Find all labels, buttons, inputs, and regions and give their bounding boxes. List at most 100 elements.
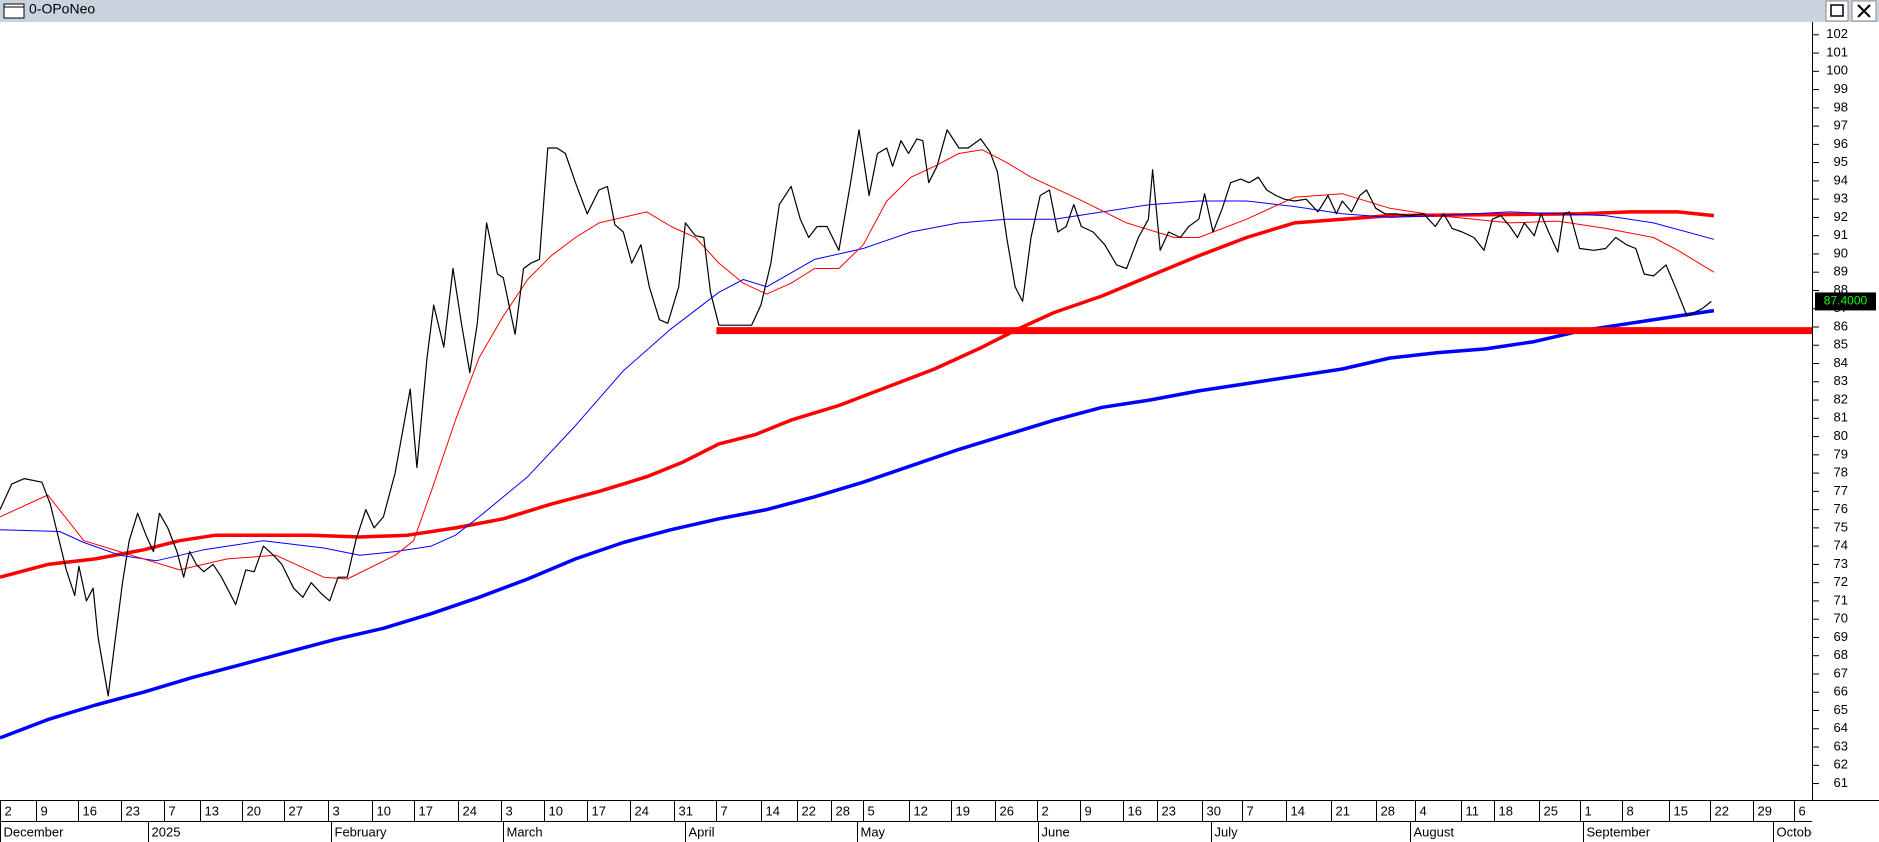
x-tick-label: 25 [1544, 803, 1558, 818]
x-major-tick-label: April [689, 824, 715, 839]
title-bar [0, 0, 1879, 22]
y-tick-label: 92 [1834, 209, 1848, 224]
x-tick-label: 7 [721, 803, 728, 818]
y-tick-label: 86 [1834, 318, 1848, 333]
y-tick-label: 91 [1834, 227, 1848, 242]
x-tick-label: 14 [766, 803, 780, 818]
window-title: 0-OPoNeo [29, 1, 95, 17]
x-tick-label: 7 [1247, 803, 1254, 818]
x-tick-label: 9 [41, 803, 48, 818]
x-tick-label: 3 [333, 803, 340, 818]
price-line [0, 129, 1712, 697]
x-tick-label: 19 [956, 803, 970, 818]
y-tick-label: 82 [1834, 391, 1848, 406]
y-tick-label: 76 [1834, 501, 1848, 516]
y-tick-label: 80 [1834, 428, 1848, 443]
x-major-tick-label: August [1414, 824, 1455, 839]
x-tick-label: 17 [592, 803, 606, 818]
y-tick-label: 79 [1834, 446, 1848, 461]
x-tick-label: 16 [83, 803, 97, 818]
x-major-tick-label: December [4, 824, 65, 839]
x-major-tick-label: March [507, 824, 543, 839]
x-tick-label: 2 [1042, 803, 1049, 818]
x-major-tick-label: September [1587, 824, 1651, 839]
y-tick-label: 73 [1834, 556, 1848, 571]
x-tick-label: 28 [836, 803, 850, 818]
x-tick-label: 24 [635, 803, 649, 818]
x-tick-label: 1 [1585, 803, 1592, 818]
y-tick-label: 102 [1826, 26, 1848, 41]
y-tick-label: 70 [1834, 611, 1848, 626]
x-tick-label: 18 [1499, 803, 1513, 818]
price-line [0, 149, 1715, 580]
y-tick-label: 78 [1834, 465, 1848, 480]
y-tick-label: 72 [1834, 574, 1848, 589]
y-tick-label: 90 [1834, 245, 1848, 260]
plot-area [0, 129, 1812, 740]
last-value-box [1815, 292, 1876, 311]
y-tick-label: 100 [1826, 63, 1848, 78]
y-tick-label: 94 [1834, 172, 1848, 187]
x-tick-label: 10 [377, 803, 391, 818]
y-tick-label: 83 [1834, 373, 1848, 388]
x-tick-label: 5 [868, 803, 875, 818]
x-tick-label: 23 [126, 803, 140, 818]
y-tick-label: 64 [1834, 720, 1848, 735]
y-tick-label: 98 [1834, 99, 1848, 114]
y-tick-label: 66 [1834, 684, 1848, 699]
x-tick-label: 4 [1420, 803, 1427, 818]
y-tick-label: 84 [1834, 355, 1848, 370]
y-tick-label: 69 [1834, 629, 1848, 644]
price-line [0, 200, 1715, 562]
close-button[interactable] [1851, 0, 1877, 22]
x-tick-label: 28 [1381, 803, 1395, 818]
x-tick-label: 30 [1207, 803, 1221, 818]
x-major-tick-label: June [1042, 824, 1070, 839]
x-tick-label: 24 [463, 803, 477, 818]
x-tick-label: 2 [5, 803, 12, 818]
date-axis: 2 9 16 23 7 13 20 27 3 10 17 24 3 10 17 24 31 7 14 22 28 5 12 1… [0, 800, 1824, 842]
x-tick-label: 3 [506, 803, 513, 818]
y-axis: 61 62 63 64 65 66 67 68 69 70 71 72 73 74 75 76 77 78 79 80… [1812, 26, 1876, 790]
x-major-tick-label: July [1215, 824, 1239, 839]
y-tick-label: 96 [1834, 136, 1848, 151]
x-tick-label: 8 [1627, 803, 1634, 818]
x-major-tick-label: May [861, 824, 886, 839]
y-tick-label: 74 [1834, 538, 1848, 553]
x-tick-label: 6 [1799, 803, 1806, 818]
x-tick-label: 11 [1466, 803, 1480, 818]
x-tick-label: 22 [802, 803, 816, 818]
y-tick-label: 77 [1834, 483, 1848, 498]
x-major-tick-label: October [1777, 824, 1824, 839]
chart-background [0, 22, 1879, 842]
y-tick-label: 85 [1834, 337, 1848, 352]
y-tick-label: 99 [1834, 81, 1848, 96]
x-tick-label: 29 [1758, 803, 1772, 818]
x-tick-label: 20 [247, 803, 261, 818]
x-tick-label: 15 [1674, 803, 1688, 818]
y-tick-label: 67 [1834, 665, 1848, 680]
y-tick-label: 89 [1834, 264, 1848, 279]
window-icon [3, 3, 25, 19]
x-tick-label: 13 [205, 803, 219, 818]
y-tick-label: 95 [1834, 154, 1848, 169]
y-tick-label: 63 [1834, 738, 1848, 753]
y-tick-label: 65 [1834, 702, 1848, 717]
x-tick-label: 10 [549, 803, 563, 818]
x-tick-label: 21 [1336, 803, 1350, 818]
maximize-button[interactable] [1825, 0, 1849, 22]
x-tick-label: 9 [1085, 803, 1092, 818]
y-tick-label: 62 [1834, 757, 1848, 772]
price-line [0, 308, 1715, 740]
last-value-label: 87.4000 [1824, 294, 1868, 308]
y-tick-label: 75 [1834, 519, 1848, 534]
y-tick-label: 81 [1834, 410, 1848, 425]
price-line [0, 210, 1715, 579]
y-tick-label: 101 [1826, 44, 1848, 59]
y-tick-label: 71 [1834, 592, 1848, 607]
x-tick-label: 14 [1291, 803, 1305, 818]
y-tick-label: 61 [1834, 775, 1848, 790]
x-tick-label: 17 [419, 803, 433, 818]
